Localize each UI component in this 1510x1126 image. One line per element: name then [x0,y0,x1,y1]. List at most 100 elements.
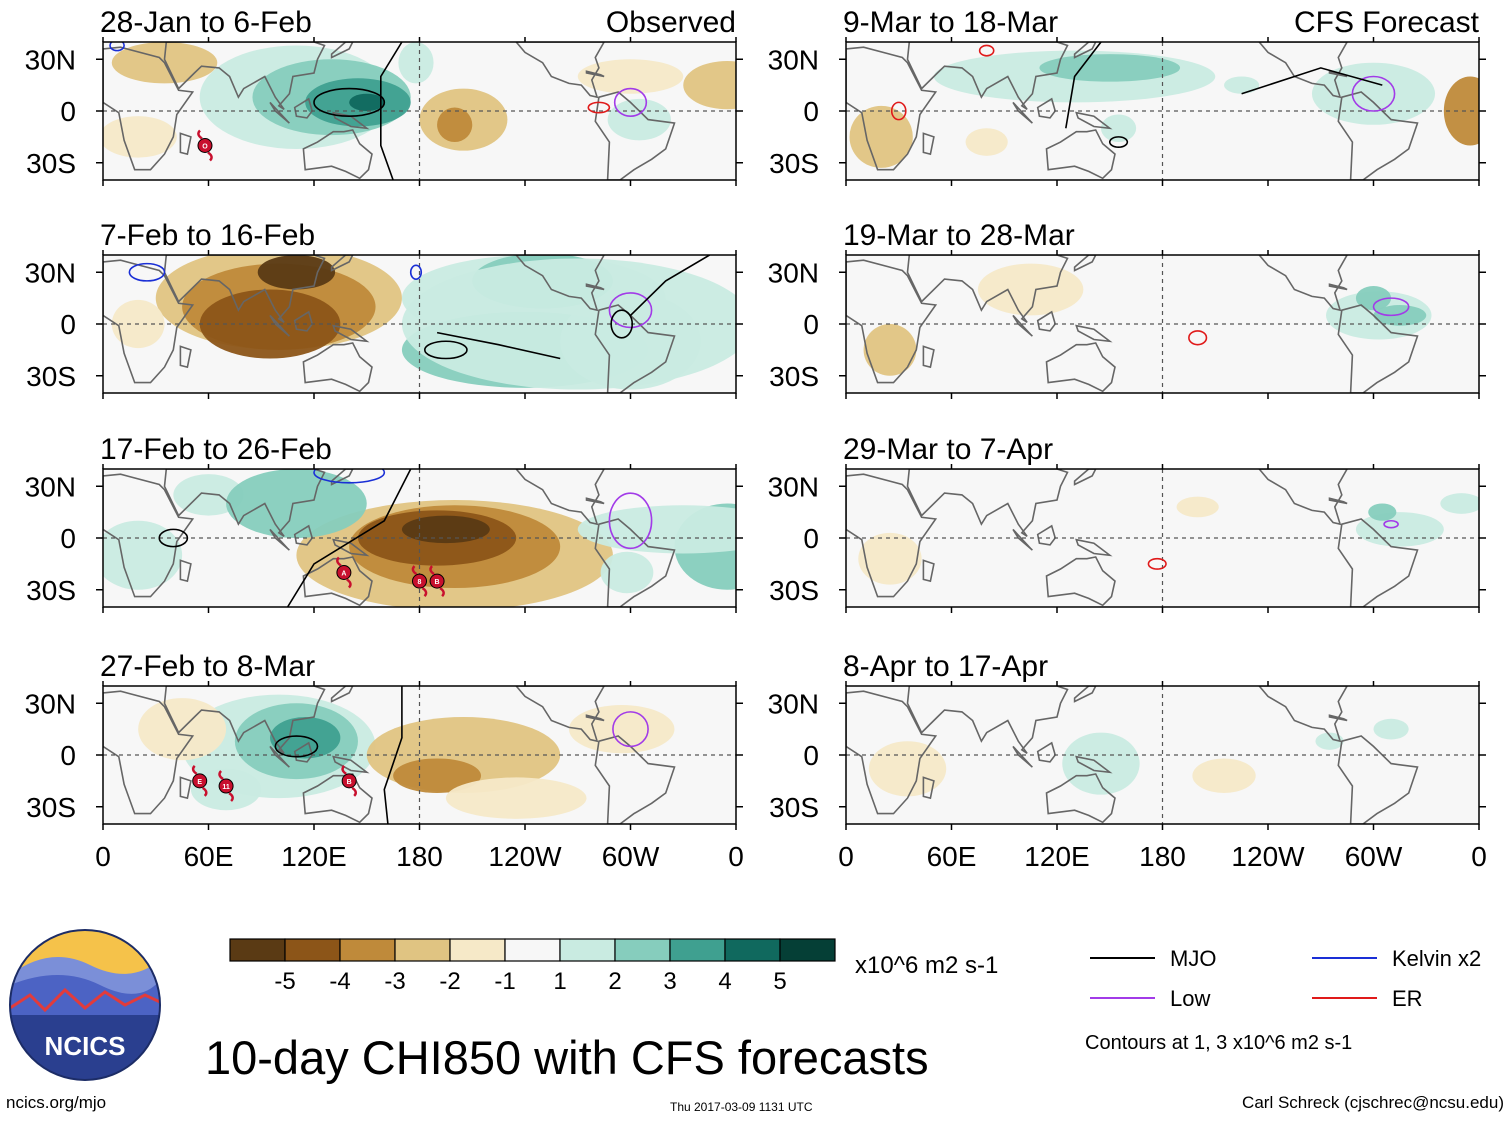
panel-period: 28-Jan to 6-Feb [100,6,312,39]
coastline [293,524,314,546]
colorbar-tick-label: -1 [494,968,515,995]
lat-tick-label: 0 [803,523,819,554]
coastline [269,528,290,551]
coastline [179,559,192,583]
contour-line [313,469,386,484]
coastline [1036,310,1057,332]
coastline [302,773,373,824]
colorbar-units: x10^6 m2 s-1 [855,952,999,979]
map-panel-3: 30N 0 30S 17-Feb to 26-Feb [25,433,743,613]
colorbar-swatch [614,938,671,962]
storm-marker: E [191,764,208,797]
coastline [332,755,370,774]
colorbar-tick-label: 5 [773,968,786,995]
lat-tick-label: 30S [26,575,76,606]
coastline [269,101,290,124]
contour-line [274,735,319,758]
lon-tick-label: 120W [1231,841,1305,872]
coastline [163,42,326,110]
coastline [906,255,1069,323]
coastline [179,345,192,369]
coastline [585,714,605,722]
lat-tick-label: 30S [769,575,819,606]
panel-label: Observed [606,6,736,39]
anomaly-blob [600,551,654,594]
coastline [906,42,1069,110]
storm-marker: 8 [411,565,428,598]
coastline [302,556,373,607]
coastline [302,129,373,180]
storm-marker: 11 [218,770,234,802]
colorbar-tick-label: -2 [439,968,460,995]
coastline [179,776,192,800]
lat-tick-label: 0 [60,309,76,340]
coastline [330,42,354,59]
coastline [1337,304,1419,393]
lat-tick-label: 30S [26,361,76,392]
lon-tick-label: 180 [396,841,443,872]
anomaly-blob [607,98,671,141]
anomaly-blob [1100,114,1137,143]
map-panel-2: 30N 0 30S 7-Feb to 16-Feb [25,219,743,399]
panel-period: 27-Feb to 8-Mar [100,650,315,683]
contour-line [313,87,386,117]
coastline [846,46,938,171]
coastline [906,686,1069,754]
lat-tick-label: 0 [803,309,819,340]
lat-tick-label: 30N [768,257,819,288]
ncics-logo: NCICS [9,929,161,1081]
svg-text:O: O [202,144,208,151]
panel-period: 19-Mar to 28-Mar [843,219,1075,252]
colorbar-swatch [229,938,286,962]
coastline [1075,324,1113,343]
coastline [922,559,935,583]
coastline [1045,342,1116,393]
coastline [922,132,935,156]
panel-period: 7-Feb to 16-Feb [100,219,315,252]
coastline [1012,314,1033,337]
coastline [1075,538,1113,557]
coastline [515,255,606,312]
mjo-contour [383,686,403,824]
anomaly-blob [868,741,947,797]
lat-tick-label: 30S [26,148,76,179]
coastline [515,42,606,99]
colorbar-tick-label: -5 [274,968,295,995]
contour-line [587,101,611,114]
anomaly-blob [977,263,1084,316]
map-panel-1: 30N 0 30S 28-Jan to 6-Feb Observed [25,6,743,186]
colorbar-tick-label: 2 [608,968,621,995]
coastline [302,342,373,393]
coastline [1036,97,1057,119]
website-text: ncics.org/mjo [6,1093,107,1112]
lat-tick-label: 30S [769,148,819,179]
coastline [594,91,676,180]
anomaly-blob [863,324,917,376]
coastline [1045,129,1116,180]
colorbar-tick-label: -3 [384,968,405,995]
anomaly-blob [401,515,490,544]
logo-text: NCICS [45,1031,126,1061]
coastline [1045,556,1116,607]
colorbar-swatch [339,938,396,962]
contour-line [109,42,125,52]
anomaly-blob [965,128,1008,156]
main-title: 10-day CHI850 with CFS forecasts [205,1031,929,1084]
contour-line [610,309,634,339]
author-credit: Carl Schreck (cjschrec@ncsu.edu) [1242,1093,1504,1112]
lat-tick-label: 0 [60,523,76,554]
lon-tick-label: 60W [602,841,660,872]
map-panel-7: 30N 0 30S 29-Mar to 7-Apr [768,433,1486,613]
coastline [1258,469,1349,526]
colorbar-swatch [394,938,451,962]
coastline [922,345,935,369]
legend-label: Low [1170,986,1210,1011]
contour-line [128,262,166,282]
colorbar-swatch [559,938,616,962]
contour-line [612,711,649,748]
coastline [1036,741,1057,763]
longitude-axes: 0 60E 120E 180 120W 60W 0 0 60E 120E 180 120W 60W 0 [95,841,1487,872]
lat-tick-label: 30S [769,792,819,823]
